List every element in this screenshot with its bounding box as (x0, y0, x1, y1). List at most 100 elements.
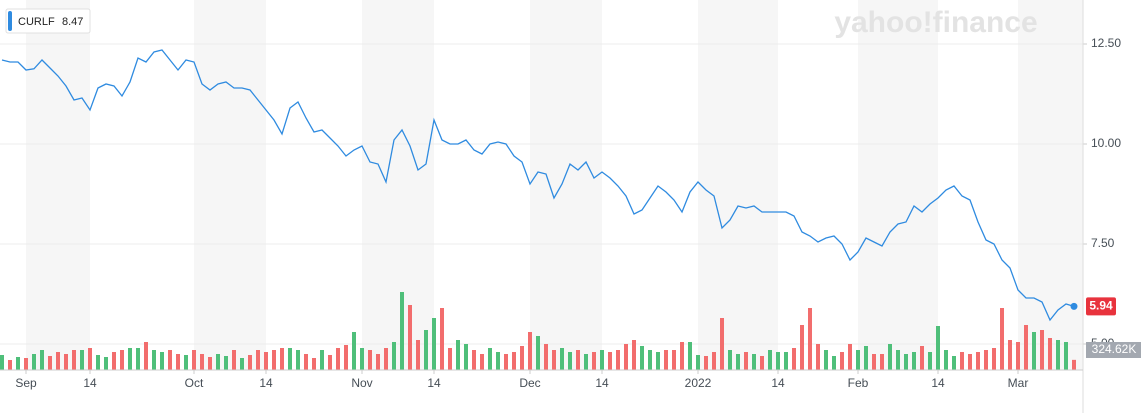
volume-bar (864, 346, 868, 370)
x-tick-label: Dec (519, 376, 540, 390)
volume-bar (832, 356, 836, 370)
volume-bar (416, 340, 420, 370)
volume-bar (192, 350, 196, 370)
volume-bar (896, 350, 900, 370)
volume-bar (16, 357, 20, 370)
volume-bar (736, 354, 740, 370)
volume-bar (680, 342, 684, 370)
volume-bar (256, 350, 260, 370)
volume-bar (104, 357, 108, 370)
volume-bar (744, 352, 748, 370)
volume-bar (288, 348, 292, 370)
volume-bar (8, 360, 12, 370)
volume-bar (880, 354, 884, 370)
x-tick-label: 14 (595, 376, 609, 390)
x-tick-label: 2022 (685, 376, 712, 390)
volume-bar (632, 340, 636, 370)
volume-bar (656, 352, 660, 370)
volume-bar (912, 352, 916, 370)
volume-bar (696, 355, 700, 370)
volume-bar (816, 344, 820, 370)
volume-bar (984, 350, 988, 370)
volume-bar (824, 350, 828, 370)
volume-bar (1032, 332, 1036, 370)
volume-bar (32, 354, 36, 370)
volume-bar (272, 350, 276, 370)
volume-bar (296, 350, 300, 370)
x-tick-label: 14 (427, 376, 441, 390)
volume-bar (216, 354, 220, 370)
volume-bar (96, 355, 100, 370)
volume-bar (312, 358, 316, 370)
volume-bar (440, 308, 444, 370)
volume-bar (392, 342, 396, 370)
background-band (858, 0, 938, 370)
x-tick-label: 14 (771, 376, 785, 390)
volume-bar (144, 342, 148, 370)
volume-bar (320, 350, 324, 370)
volume-bar (888, 344, 892, 370)
volume-bar (528, 332, 532, 370)
legend: CURLF 8.47 (5, 8, 91, 34)
x-tick-label: Nov (351, 376, 372, 390)
volume-bar (168, 350, 172, 370)
volume-bar (600, 350, 604, 370)
volume-bar (904, 354, 908, 370)
volume-bar (424, 330, 428, 370)
volume-bar (368, 350, 372, 370)
volume-bar (960, 352, 964, 370)
volume-bar (1024, 325, 1028, 370)
volume-bar (304, 354, 308, 370)
volume-bar (552, 350, 556, 370)
volume-bar (472, 350, 476, 370)
volume-bar (432, 318, 436, 370)
volume-bar (640, 346, 644, 370)
volume-bar (480, 354, 484, 370)
volume-bar (40, 350, 44, 370)
volume-bar (808, 308, 812, 370)
volume-bar (496, 352, 500, 370)
legend-name: CURLF (18, 16, 55, 28)
x-tick-label: Mar (1008, 376, 1029, 390)
legend-value: 8.47 (62, 16, 83, 28)
volume-bar (992, 348, 996, 370)
volume-bar (200, 354, 204, 370)
volume-bar (688, 342, 692, 370)
volume-bar (648, 350, 652, 370)
volume-bar (920, 346, 924, 370)
volume-bar (1048, 338, 1052, 370)
volume-bar (1072, 359, 1076, 370)
volume-bar (376, 354, 380, 370)
volume-bar (544, 344, 548, 370)
volume-bar (24, 358, 28, 370)
volume-bar (848, 344, 852, 370)
volume-label-box (1086, 342, 1141, 358)
volume-bar (784, 352, 788, 370)
volume-bar (976, 352, 980, 370)
volume-bar (504, 354, 508, 370)
volume-bar (1016, 342, 1020, 370)
background-band (698, 0, 778, 370)
grid (0, 43, 1087, 345)
volume-label: 324.62K (1092, 342, 1137, 356)
volume-bar (568, 352, 572, 370)
volume-bar (840, 352, 844, 370)
last-point (1070, 302, 1078, 310)
volume-bar (608, 352, 612, 370)
volume-bar (488, 348, 492, 370)
volume-bar (448, 348, 452, 370)
volume (0, 292, 1076, 370)
volume-bar (160, 352, 164, 370)
volume-bar (240, 358, 244, 370)
plot (1, 49, 1078, 322)
volume-bar (0, 355, 4, 370)
price-label: 5.94 (1089, 299, 1113, 313)
volume-bar (400, 292, 404, 370)
volume-bar (152, 350, 156, 370)
x-tick-label: Oct (185, 376, 204, 390)
volume-bar (280, 348, 284, 370)
volume-bar (672, 350, 676, 370)
volume-bar (1064, 342, 1068, 370)
volume-bar (1056, 340, 1060, 370)
